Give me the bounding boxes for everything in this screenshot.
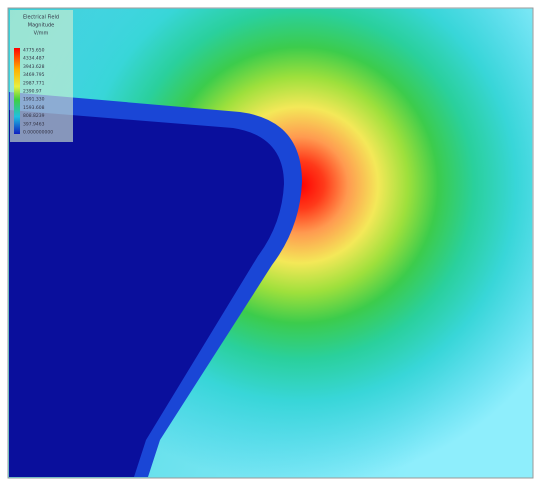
- legend-label: 4775.650: [23, 48, 45, 54]
- legend-label: 1991.330: [23, 97, 45, 103]
- legend-label: 3469.795: [23, 72, 45, 78]
- legend-label: 1593.608: [23, 105, 45, 111]
- legend-box: [10, 10, 73, 142]
- legend-title: Magnitude: [28, 23, 55, 29]
- legend-label: 2987.771: [23, 80, 45, 86]
- legend-title: Electrical Field: [23, 15, 59, 21]
- legend-label: 4334.487: [23, 56, 45, 62]
- legend-label: 0.000000000: [23, 130, 53, 136]
- legend-label: 2390.97: [23, 89, 42, 95]
- legend-title: V/mm: [34, 31, 49, 37]
- legend: Electrical Field Magnitude V/mm 4775.650 433…: [23, 15, 59, 136]
- legend-label: 397.9463: [23, 121, 45, 127]
- color-bar: [14, 48, 20, 134]
- electrode: [9, 110, 284, 477]
- legend-label: 808.8239: [23, 113, 45, 119]
- legend-label: 3943.628: [23, 64, 45, 70]
